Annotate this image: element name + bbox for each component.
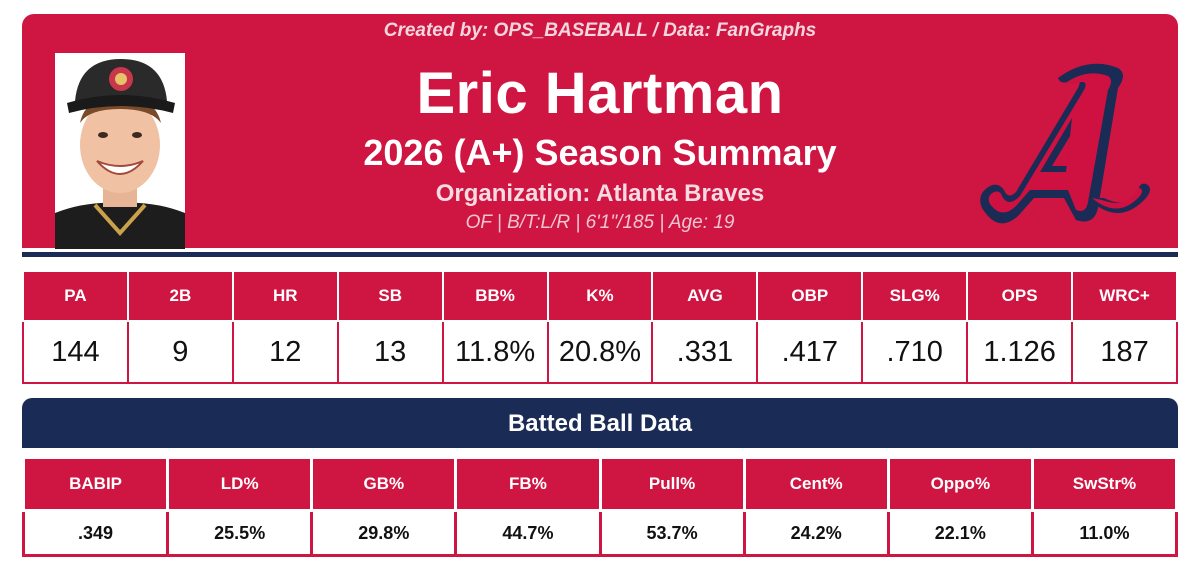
batted-ball-header-row: BABIP LD% GB% FB% Pull% Cent% Oppo% SwSt… [21, 456, 1179, 512]
stat-value-hr: 12 [231, 320, 339, 384]
bb-value-ld-pct: 25.5% [166, 509, 314, 557]
stat-header-k-pct: K% [546, 270, 654, 322]
bb-value-babip: .349 [21, 509, 170, 557]
organization-label: Organization: Atlanta Braves [435, 180, 765, 207]
stat-value-obp: .417 [756, 320, 864, 384]
bb-header-pull-pct: Pull% [598, 456, 746, 512]
bb-header-ld-pct: LD% [166, 456, 314, 512]
stats-value-row: 144 9 12 13 11.8% 20.8% .331 .417 .710 1… [22, 320, 1178, 384]
stat-header-ops: OPS [966, 270, 1074, 322]
stat-value-avg: .331 [651, 320, 759, 384]
stat-header-bb-pct: BB% [441, 270, 549, 322]
bb-value-oppo-pct: 22.1% [886, 509, 1034, 557]
bb-header-oppo-pct: Oppo% [886, 456, 1034, 512]
player-bio: OF | B/T:L/R | 6'1"/185 | Age: 19 [465, 212, 735, 233]
bb-value-gb-pct: 29.8% [310, 509, 458, 557]
player-name: Eric Hartman [416, 61, 784, 126]
bb-value-cent-pct: 24.2% [742, 509, 890, 557]
batted-ball-value-row: .349 25.5% 29.8% 44.7% 53.7% 24.2% 22.1%… [21, 509, 1179, 557]
stat-header-pa: PA [22, 270, 129, 322]
batted-ball-table: BABIP LD% GB% FB% Pull% Cent% Oppo% SwSt… [21, 456, 1179, 557]
stat-header-hr: HR [231, 270, 339, 322]
stat-value-ops: 1.126 [966, 320, 1074, 384]
header-divider-white [22, 248, 1178, 252]
braves-a-logo-icon [968, 48, 1168, 228]
stat-value-2b: 9 [126, 320, 234, 384]
bb-value-pull-pct: 53.7% [598, 509, 746, 557]
batted-ball-title: Batted Ball Data [22, 398, 1178, 448]
bb-header-gb-pct: GB% [310, 456, 458, 512]
stat-header-slg: SLG% [861, 270, 969, 322]
stat-value-k-pct: 20.8% [546, 320, 654, 384]
stat-value-bb-pct: 11.8% [441, 320, 549, 384]
stat-header-avg: AVG [651, 270, 759, 322]
stat-value-sb: 13 [336, 320, 444, 384]
bb-header-fb-pct: FB% [454, 456, 602, 512]
header-divider-navy [22, 252, 1178, 257]
bb-value-fb-pct: 44.7% [454, 509, 602, 557]
bb-header-swstr-pct: SwStr% [1030, 456, 1179, 512]
stats-header-row: PA 2B HR SB BB% K% AVG OBP SLG% OPS WRC+ [22, 270, 1178, 322]
stat-header-sb: SB [336, 270, 444, 322]
bb-header-cent-pct: Cent% [742, 456, 890, 512]
stat-header-obp: OBP [756, 270, 864, 322]
stat-value-wrc-plus: 187 [1071, 320, 1178, 384]
player-headshot [55, 53, 185, 249]
credit-line: Created by: OPS_BASEBALL / Data: FanGrap… [383, 20, 817, 41]
season-summary-title: 2026 (A+) Season Summary [363, 132, 837, 173]
season-stats-table: PA 2B HR SB BB% K% AVG OBP SLG% OPS WRC+… [22, 270, 1178, 384]
stat-header-2b: 2B [126, 270, 234, 322]
bb-value-swstr-pct: 11.0% [1030, 509, 1179, 557]
stat-value-pa: 144 [22, 320, 129, 384]
bb-header-babip: BABIP [21, 456, 170, 512]
stat-header-wrc-plus: WRC+ [1071, 270, 1178, 322]
stat-value-slg: .710 [861, 320, 969, 384]
